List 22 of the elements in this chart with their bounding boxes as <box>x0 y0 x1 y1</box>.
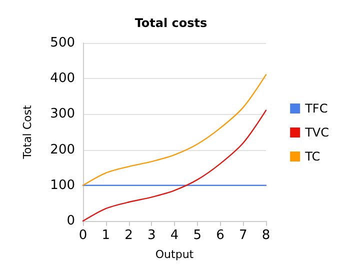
x-tick-label: 3 <box>147 228 156 243</box>
y-tick-label: 500 <box>50 36 75 50</box>
chart-title: Total costs <box>134 16 208 30</box>
y-tick-label: 200 <box>50 142 75 158</box>
y-axis-title: Total Cost <box>21 104 34 160</box>
legend-label: TFC <box>304 102 328 116</box>
x-tick-label: 0 <box>78 228 88 243</box>
y-tick-label: 300 <box>50 106 75 122</box>
x-tick-label: 5 <box>193 228 202 243</box>
line-series <box>82 74 267 186</box>
x-tick-label: 8 <box>262 228 270 243</box>
y-tick-label: 100 <box>50 178 75 193</box>
x-tick-label: 2 <box>124 228 133 243</box>
y-tick-label: 400 <box>50 71 75 86</box>
x-axis-title: Output <box>155 248 194 261</box>
x-tick-label: 1 <box>102 228 110 243</box>
x-tick-label: 6 <box>216 228 224 243</box>
legend-label: TC <box>304 150 320 164</box>
y-tick-label: 0 <box>66 214 75 228</box>
legend-label: TVC <box>304 126 330 140</box>
x-tick-label: 7 <box>238 228 248 243</box>
x-tick-label: 4 <box>170 228 179 243</box>
